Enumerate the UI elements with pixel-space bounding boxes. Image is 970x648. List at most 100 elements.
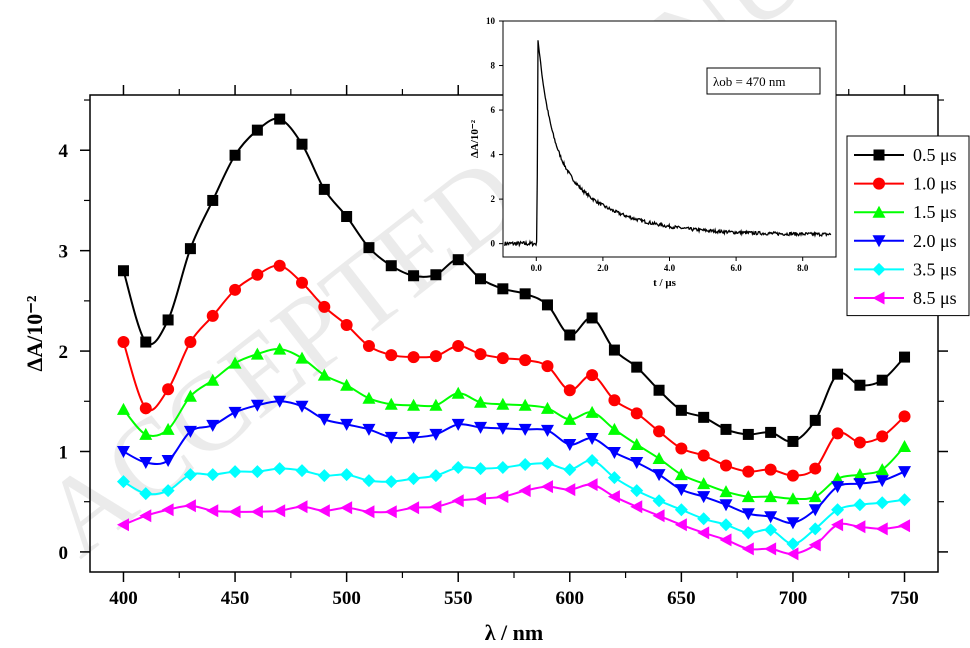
data-point — [139, 509, 152, 523]
data-point — [764, 523, 778, 537]
data-point — [161, 503, 174, 517]
data-point — [183, 425, 197, 438]
data-point — [317, 413, 331, 426]
data-point — [898, 410, 911, 423]
data-point — [652, 452, 666, 465]
data-point — [295, 351, 309, 364]
data-point — [206, 309, 219, 322]
data-point — [786, 492, 800, 505]
data-point — [228, 505, 241, 519]
data-point — [407, 472, 421, 486]
data-point — [117, 265, 129, 277]
data-point — [139, 487, 153, 501]
data-point — [809, 462, 822, 475]
inset-x-tick-label: 4.0 — [664, 263, 676, 273]
data-point — [206, 373, 220, 386]
data-point — [697, 526, 710, 540]
data-point — [541, 299, 553, 311]
data-point — [854, 379, 866, 391]
data-point — [429, 350, 442, 363]
data-point — [116, 402, 130, 415]
data-series — [116, 113, 912, 561]
data-point — [872, 291, 885, 305]
data-point — [898, 466, 912, 479]
data-point — [340, 418, 354, 431]
data-point — [518, 398, 532, 411]
data-point — [808, 490, 822, 503]
data-point — [853, 468, 867, 481]
data-point — [564, 329, 576, 341]
data-point — [116, 475, 130, 489]
data-point — [630, 437, 644, 450]
data-point — [273, 462, 287, 476]
x-tick-label: 500 — [332, 588, 361, 609]
y-tick-label: 0 — [59, 543, 69, 564]
data-point — [742, 465, 755, 478]
legend-label: 0.5 μs — [913, 145, 957, 165]
data-point — [116, 445, 130, 458]
data-point — [853, 520, 866, 534]
series — [116, 454, 912, 551]
data-point — [228, 356, 242, 369]
data-point — [607, 422, 621, 435]
data-point — [496, 397, 510, 410]
data-point — [429, 469, 443, 483]
legend-label: 1.0 μs — [913, 174, 957, 194]
y-tick-label: 4 — [59, 141, 69, 162]
data-point — [474, 395, 488, 408]
data-point — [384, 505, 397, 519]
data-point — [429, 428, 443, 441]
data-point — [116, 518, 129, 532]
data-point — [585, 405, 599, 418]
data-point — [808, 504, 822, 517]
series — [116, 342, 912, 505]
y-tick-label: 2 — [59, 342, 69, 363]
data-point — [474, 492, 487, 506]
x-tick-label: 550 — [444, 588, 473, 609]
data-point — [384, 431, 398, 444]
data-point — [250, 399, 264, 412]
data-point — [607, 471, 621, 485]
inset-x-tick-label: 0.0 — [531, 263, 543, 273]
data-point — [563, 483, 576, 497]
x-tick-label: 700 — [779, 588, 808, 609]
data-point — [898, 493, 912, 507]
data-point — [853, 498, 867, 512]
inset-y-tick-label: 10 — [486, 16, 496, 26]
data-point — [250, 505, 263, 519]
data-point — [206, 419, 220, 432]
x-axis-title: λ / nm — [485, 620, 543, 645]
data-point — [161, 484, 175, 498]
data-point — [407, 398, 421, 411]
data-point — [429, 500, 442, 514]
data-point — [631, 361, 643, 373]
data-point — [385, 260, 397, 272]
inset-y-tick-label: 6 — [491, 105, 496, 115]
data-point — [251, 268, 264, 281]
data-point — [563, 463, 577, 477]
data-point — [674, 503, 688, 517]
data-point — [228, 465, 242, 479]
data-point — [875, 522, 888, 536]
data-point — [630, 457, 644, 470]
data-point — [741, 508, 755, 521]
data-point — [540, 424, 554, 437]
data-point — [518, 484, 531, 498]
data-point — [162, 314, 174, 326]
data-point — [786, 537, 800, 551]
inset-decay-trace — [504, 40, 832, 248]
data-point — [652, 494, 666, 508]
data-point — [653, 425, 666, 438]
inset-y-tick-label: 0 — [491, 239, 496, 249]
data-point — [652, 509, 665, 523]
data-point — [831, 518, 844, 532]
data-point — [875, 496, 889, 510]
inset-annotation: λob = 470 nm — [713, 74, 786, 89]
data-point — [764, 463, 777, 476]
legend-label: 8.5 μs — [913, 288, 957, 308]
legend-label: 2.0 μs — [913, 231, 957, 251]
data-point — [832, 368, 844, 380]
data-point — [385, 349, 398, 362]
series — [117, 113, 911, 447]
